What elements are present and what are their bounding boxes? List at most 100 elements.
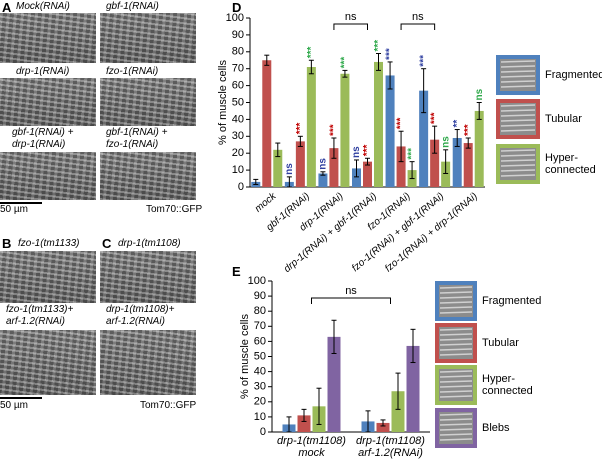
swatch-texture <box>439 338 473 341</box>
y-tick-label: 10 <box>254 411 266 423</box>
significance: *** <box>385 48 396 60</box>
swatch-texture <box>439 390 473 393</box>
panel-letter: A <box>2 0 12 15</box>
swatch-texture <box>500 60 536 63</box>
y-tick-label: 80 <box>232 46 244 58</box>
bar <box>273 149 283 187</box>
panel-letter: B <box>2 236 12 251</box>
bar <box>340 73 350 187</box>
scale-bar <box>0 397 42 399</box>
caption: drp-1(tm1108) <box>118 238 181 249</box>
panel-letter: C <box>102 236 112 251</box>
y-tick-label: 30 <box>254 381 266 393</box>
caption: fzo-1(tm1133) <box>18 238 80 249</box>
significance: ns <box>284 163 295 175</box>
bar <box>306 67 316 187</box>
caption: fzo-1(RNAi) <box>106 66 159 77</box>
scale-bar <box>0 202 42 204</box>
significance: ns <box>440 136 451 148</box>
swatch-texture <box>500 124 536 127</box>
bar <box>318 173 328 187</box>
y-tick-label: 70 <box>254 320 266 332</box>
x-tick-label: drp-1(tm1108) arf-1.2(RNAi) <box>356 435 425 459</box>
significance: *** <box>429 112 440 124</box>
y-tick-label: 40 <box>254 366 266 378</box>
swatch-texture <box>439 306 473 309</box>
bar <box>374 61 383 187</box>
scale-label: 50 µm <box>0 400 28 411</box>
y-tick-label: 80 <box>254 305 266 317</box>
significance: *** <box>373 40 384 52</box>
significance: *** <box>306 46 317 58</box>
caption: gbf-1(RNAi) <box>106 1 159 12</box>
significance: *** <box>362 144 373 156</box>
y-tick-label: 90 <box>254 290 266 302</box>
bar <box>295 141 305 187</box>
caption: drp-1(RNAi) <box>16 66 70 77</box>
significance: *** <box>340 57 351 69</box>
swatch-texture <box>500 75 536 78</box>
caption: drp-1(tm1108)+ arf-1.2(RNAi) <box>106 304 175 327</box>
bracket-label: ns <box>412 11 424 23</box>
swatch-texture <box>439 438 473 441</box>
swatch-texture <box>439 423 473 426</box>
y-tick-label: 100 <box>226 12 244 24</box>
swatch-texture <box>439 286 473 289</box>
swatch-texture <box>500 149 536 152</box>
swatch-texture <box>500 164 536 167</box>
y-axis-label: % of muscle cells <box>239 314 251 399</box>
bracket-label: ns <box>345 11 357 23</box>
bracket <box>400 23 436 30</box>
y-tick-label: 60 <box>232 80 244 92</box>
caption: gbf-1(RNAi) + drp-1(RNAi) <box>12 127 74 150</box>
y-tick-label: 100 <box>248 275 266 287</box>
significance: *** <box>418 55 429 67</box>
swatch-texture <box>439 413 473 416</box>
legend-label: Hyper-connected <box>545 152 596 176</box>
y-tick-label: 50 <box>254 350 266 362</box>
micrograph <box>100 78 196 126</box>
y-tick-label: 10 <box>232 164 244 176</box>
swatch-texture <box>439 385 473 388</box>
bar <box>329 148 339 187</box>
bar <box>441 161 451 187</box>
swatch-texture <box>439 343 473 346</box>
significance: ns <box>474 88 485 100</box>
swatch-texture <box>439 428 473 431</box>
bar <box>396 146 406 187</box>
swatch-texture <box>500 129 536 132</box>
panel-letter: E <box>232 264 241 279</box>
caption: gbf-1(RNAi) + fzo-1(RNAi) <box>106 127 168 150</box>
bar <box>452 137 462 187</box>
micrograph <box>0 152 96 200</box>
micrograph <box>100 330 196 395</box>
significance: ns <box>351 146 362 158</box>
legend-label: Blebs <box>482 422 510 434</box>
significance: *** <box>463 124 474 136</box>
bar <box>352 168 361 187</box>
bar <box>262 60 272 187</box>
swatch-texture <box>439 375 473 378</box>
bar <box>463 143 473 187</box>
y-tick-label: 20 <box>254 396 266 408</box>
panel-letter: D <box>232 0 242 15</box>
bar <box>474 110 484 187</box>
swatch-texture <box>500 65 536 68</box>
marker-label: Tom70::GFP <box>140 400 197 411</box>
legend-label: Fragmented <box>545 69 602 81</box>
significance: *** <box>329 124 340 136</box>
micrograph <box>0 13 96 63</box>
legend-label: Tubular <box>482 337 519 349</box>
swatch-texture <box>439 291 473 294</box>
bar <box>385 75 395 187</box>
bar <box>376 422 390 432</box>
y-tick-label: 0 <box>260 426 266 438</box>
bar <box>419 90 429 187</box>
swatch-texture <box>500 159 536 162</box>
swatch-texture <box>439 370 473 373</box>
legend-label: Hyper-connected <box>482 373 533 397</box>
scale-label: 50 µm <box>0 204 28 215</box>
caption: fzo-1(tm1133)+ arf-1.2(RNAi) <box>6 304 74 327</box>
significance: *** <box>396 117 407 129</box>
